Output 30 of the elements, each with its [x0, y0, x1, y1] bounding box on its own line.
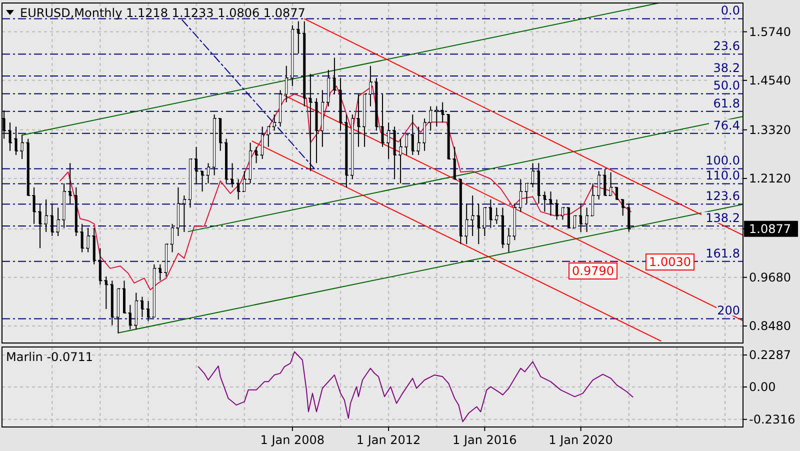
y-tick-label: 1.5740: [749, 24, 791, 39]
chart-title: EURUSD,Monthly 1.1218 1.1233 1.0806 1.0877: [20, 6, 306, 20]
x-tick-label: 1 Jan 2008: [260, 433, 325, 447]
x-tick-label: 1 Jan 2012: [356, 433, 421, 447]
x-tick-label: 1 Jan 2020: [548, 433, 613, 447]
ref-line-label: 50.0: [713, 78, 740, 93]
ref-line-label: 138.2: [706, 211, 740, 226]
chart-title: Marlin -0.0711: [6, 350, 94, 364]
ref-line-label: 38.2: [713, 61, 740, 76]
y-tick-label: 0.2287: [749, 348, 791, 362]
ref-line-label: 123.6: [706, 189, 740, 204]
annotation: 1.0030: [649, 255, 691, 269]
ref-line-label: 200: [717, 304, 740, 318]
ref-line-label: 76.4: [713, 118, 740, 132]
ref-line-label: 23.6: [713, 39, 740, 54]
y-tick-label: 1.3320: [749, 122, 791, 137]
ref-line-label: 100.0: [706, 154, 740, 168]
ref-line-label: 161.8: [706, 246, 740, 260]
annotation: 0.9790: [572, 264, 614, 278]
y-tick-label: 1.0877: [749, 222, 791, 236]
ref-line-label: 61.8: [713, 96, 740, 110]
x-tick-label: 1 Jan 2016: [452, 433, 517, 447]
ref-line-label: 110.0: [706, 168, 740, 183]
ref-line-label: 0.0: [720, 4, 740, 18]
y-tick-label: 0.00: [749, 380, 776, 394]
y-tick-label: 1.2120: [749, 171, 791, 186]
y-tick-label: 1.4540: [749, 73, 791, 88]
y-tick-label: 0.9680: [749, 270, 791, 284]
y-tick-label: -0.2316: [749, 412, 796, 426]
y-tick-label: 0.8480: [749, 318, 791, 333]
